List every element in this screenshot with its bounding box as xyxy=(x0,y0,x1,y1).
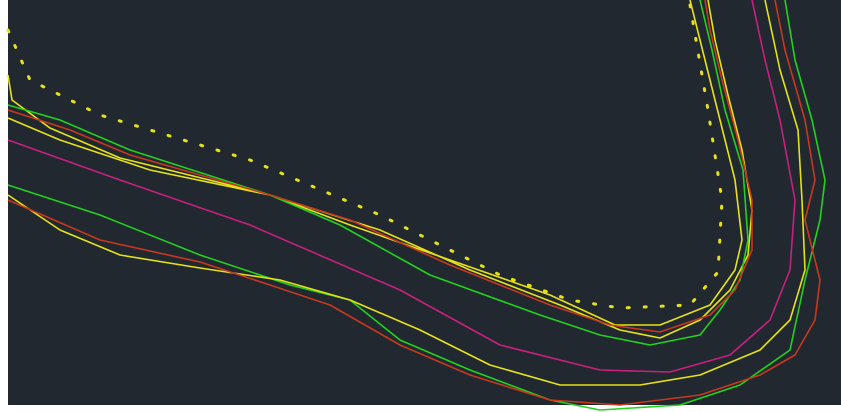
inner-edge-yellow-2 xyxy=(7,0,753,339)
inner-edge-red xyxy=(7,0,753,333)
outer-edge-red xyxy=(7,0,821,406)
centerline xyxy=(7,0,796,373)
outer-edge-yellow xyxy=(7,0,806,386)
drawing-background xyxy=(8,0,841,405)
inner-edge-green xyxy=(7,0,749,346)
